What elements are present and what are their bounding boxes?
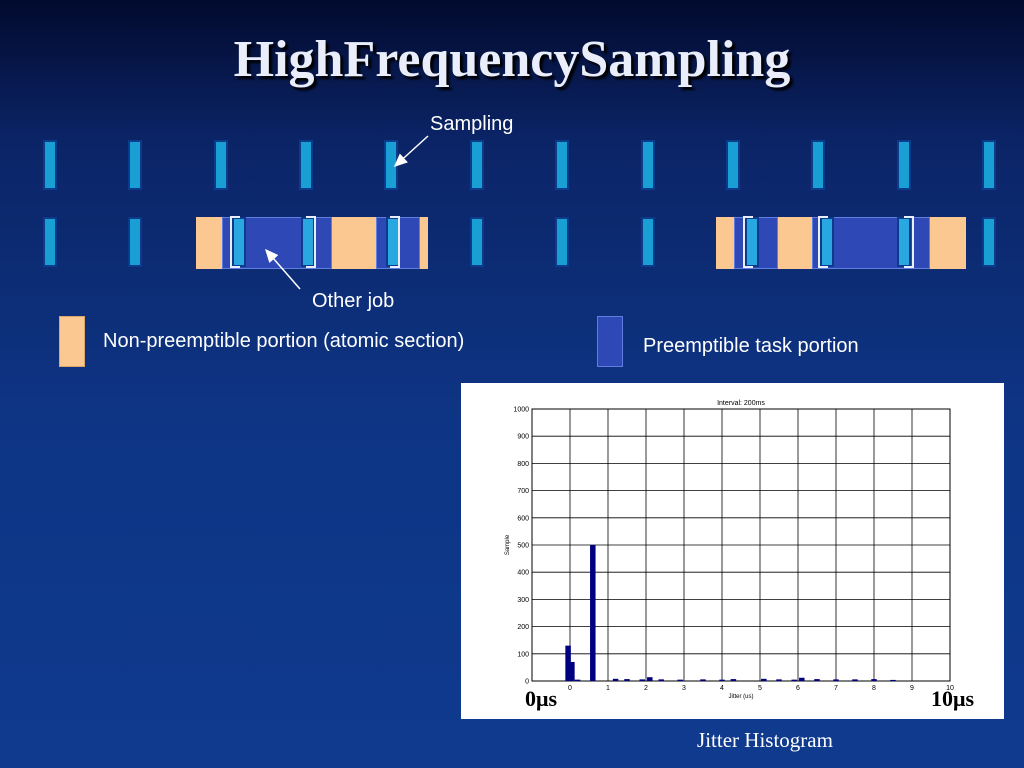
histogram-caption: Jitter Histogram	[697, 728, 833, 752]
x-axis-label: Jitter (us)	[728, 694, 753, 700]
histogram-bar	[700, 679, 706, 681]
histogram-bar	[658, 679, 664, 681]
sample-slot	[214, 140, 228, 190]
legend-np-label: Non-preemptible portion (atomic section)	[103, 330, 465, 352]
sampling-arrow	[393, 135, 429, 168]
x-tick-label: 6	[796, 685, 800, 692]
sample-slot	[555, 140, 569, 190]
sample-slot	[555, 217, 569, 267]
sample-slot	[299, 140, 313, 190]
x-tick-label: 3	[682, 685, 686, 692]
y-tick-label: 400	[517, 570, 529, 577]
sample-slot	[811, 140, 825, 190]
bracket-icon	[904, 216, 914, 268]
bracket-icon	[818, 216, 828, 268]
sample-slot	[470, 140, 484, 190]
sample-slot	[897, 140, 911, 190]
x-tick-label: 10	[946, 685, 954, 692]
histogram-bar	[833, 679, 839, 681]
ten-us-marker: 10μs	[931, 686, 975, 711]
x-tick-label: 5	[758, 685, 762, 692]
slide-title: HighFrequencySampling	[233, 31, 791, 88]
y-tick-label: 1000	[513, 407, 529, 414]
sample-slot	[641, 217, 655, 267]
histogram-bar	[565, 645, 571, 681]
bracket-icon	[230, 216, 240, 268]
histogram-bar	[890, 679, 896, 681]
legend-pre-label: Preemptible task portion	[643, 335, 859, 357]
histogram-bar	[814, 679, 820, 681]
histogram-panel: 0 100 200 300 400 500 600 700 800 900 1000 0 1 2 3 4 5 6 7…	[461, 383, 1004, 719]
histogram-bar	[590, 545, 596, 681]
sample-slot	[982, 140, 996, 190]
sample-slot	[128, 140, 142, 190]
sample-slot	[726, 140, 740, 190]
sample-slot	[128, 217, 142, 267]
zero-us-marker: 0μs	[525, 686, 558, 711]
bracket-icon	[390, 216, 400, 268]
histogram-bar	[647, 677, 653, 681]
sample-slot	[641, 140, 655, 190]
histogram-bar	[719, 679, 725, 681]
histogram-bar	[852, 679, 858, 681]
sample-slot	[43, 140, 57, 190]
legend-np-swatch	[59, 316, 85, 367]
histogram-bar	[612, 678, 619, 681]
x-tick-label: 2	[644, 685, 648, 692]
sampling-label: Sampling	[430, 113, 514, 135]
x-tick-label: 7	[834, 685, 838, 692]
bracket-icon	[306, 216, 316, 268]
y-tick-label: 100	[517, 651, 529, 658]
x-tick-label: 0	[568, 685, 572, 692]
histogram-bar	[761, 678, 767, 681]
x-tick-label: 9	[910, 685, 914, 692]
y-tick-label: 300	[517, 597, 529, 604]
y-tick-label: 200	[517, 624, 529, 631]
sample-slot	[982, 217, 996, 267]
histogram-bar	[730, 679, 737, 681]
y-tick-label: 700	[517, 488, 529, 495]
histogram-bar	[639, 679, 645, 681]
histogram-bar	[569, 661, 575, 681]
x-tick-label: 4	[720, 685, 724, 692]
histogram-chart: 0 100 200 300 400 500 600 700 800 900 1000 0 1 2 3 4 5 6 7…	[505, 400, 954, 700]
histogram-bar	[871, 679, 877, 681]
y-tick-label: 800	[517, 461, 529, 468]
histogram-bar	[677, 679, 683, 681]
sample-slot	[43, 217, 57, 267]
histogram-bar	[791, 679, 797, 681]
other-job-label: Other job	[312, 290, 395, 312]
sample-slot	[470, 217, 484, 267]
histogram-bar	[624, 679, 630, 681]
y-tick-label: 900	[517, 434, 529, 441]
chart-title: Interval: 200ms	[717, 400, 765, 407]
y-tick-label: 0	[525, 679, 529, 686]
x-tick-label: 1	[606, 685, 610, 692]
y-axis-label: Sample	[505, 534, 511, 555]
sample-slot	[384, 140, 398, 190]
legend-pre-swatch	[597, 316, 623, 367]
bracket-icon	[743, 216, 753, 268]
histogram-bar	[799, 677, 805, 681]
y-tick-label: 600	[517, 515, 529, 522]
histogram-bar	[574, 679, 581, 681]
x-tick-label: 8	[872, 685, 876, 692]
y-tick-label: 500	[517, 543, 529, 550]
histogram-bar	[776, 679, 782, 681]
